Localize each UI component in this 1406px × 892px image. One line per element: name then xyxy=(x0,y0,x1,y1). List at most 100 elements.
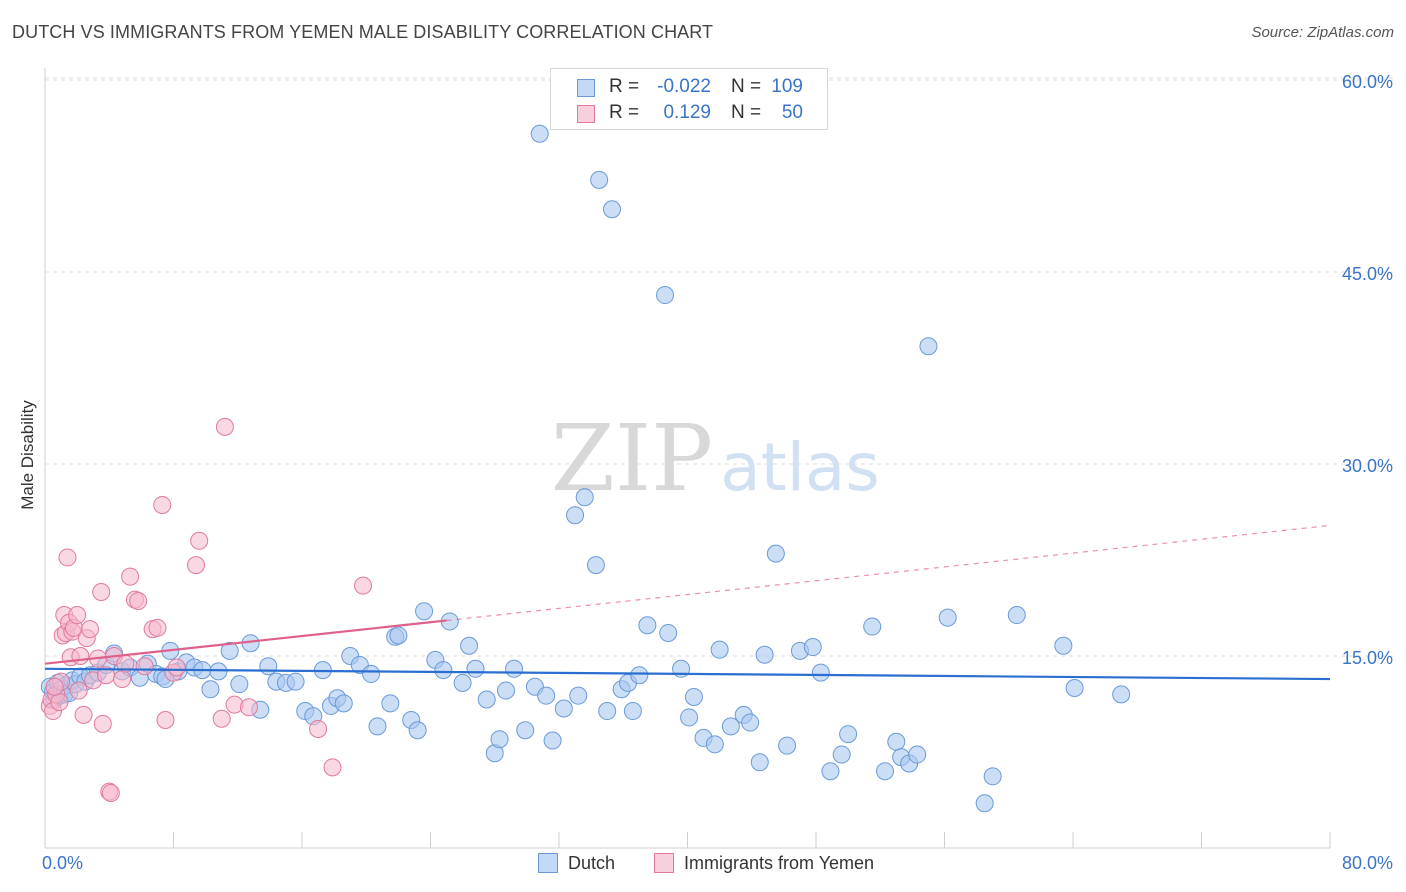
dutch-point xyxy=(286,672,305,691)
dutch-point xyxy=(490,730,509,749)
dutch-point xyxy=(220,641,239,660)
dutch-point xyxy=(839,725,858,744)
yemen-point xyxy=(135,657,154,676)
legend-row-dutch: R = -0.022 N = 109 xyxy=(551,75,827,101)
watermark: ZIP atlas xyxy=(551,405,880,512)
yemen-point xyxy=(323,758,342,777)
yemen-point xyxy=(101,783,120,802)
yemen-point xyxy=(148,618,167,637)
yemen-point xyxy=(309,719,328,738)
dutch-point xyxy=(408,721,427,740)
dutch-point xyxy=(908,745,927,764)
dutch-point xyxy=(516,721,535,740)
yemen-point xyxy=(45,677,64,696)
dutch-point xyxy=(630,666,649,685)
yemen-point xyxy=(50,693,69,712)
dutch-point xyxy=(983,767,1002,786)
y-tick-label: 45.0% xyxy=(1342,264,1393,284)
dutch-trend-line xyxy=(44,667,1331,681)
dutch-point xyxy=(543,731,562,750)
dutch-point xyxy=(741,713,760,732)
yemen-point xyxy=(58,548,77,567)
legend-n-value: 109 xyxy=(771,76,803,97)
dutch-point xyxy=(590,170,609,189)
dutch-point xyxy=(453,673,472,692)
yemen-point xyxy=(92,583,111,601)
yemen-points xyxy=(40,417,373,802)
yemen-point xyxy=(156,711,175,729)
dutch-point xyxy=(477,690,496,709)
source-label: Source: ZipAtlas.com xyxy=(1251,24,1394,41)
dutch-point xyxy=(259,657,278,676)
dutch-point xyxy=(778,736,797,755)
dutch-point xyxy=(598,702,617,721)
watermark-atlas: atlas xyxy=(720,429,880,506)
yemen-point xyxy=(190,531,209,550)
dutch-point xyxy=(1065,679,1084,697)
legend-r-label: R = xyxy=(609,102,640,123)
yemen-point xyxy=(80,620,99,639)
axes xyxy=(44,68,1331,849)
dutch-point xyxy=(603,200,622,219)
dutch-point xyxy=(415,602,434,621)
dutch-point xyxy=(209,662,228,681)
dutch-point xyxy=(1007,606,1026,625)
dutch-point xyxy=(887,732,906,751)
watermark-zip: ZIP xyxy=(551,405,713,512)
dutch-point xyxy=(832,745,851,764)
dutch-point xyxy=(368,717,387,736)
dutch-point xyxy=(554,699,573,718)
dutch-point xyxy=(766,544,785,563)
legend-r-value: 0.129 xyxy=(663,102,711,123)
dutch-point xyxy=(466,659,485,678)
x-tick-label-max: 80.0% xyxy=(1342,853,1393,873)
dutch-point xyxy=(530,124,549,143)
dutch-point xyxy=(381,694,400,713)
legend-swatch-yemen xyxy=(577,105,595,123)
dutch-point xyxy=(334,694,353,713)
dutch-point xyxy=(684,687,703,706)
dutch-point xyxy=(919,337,938,356)
dutch-point xyxy=(811,663,830,682)
dutch-point xyxy=(623,702,642,721)
yemen-point xyxy=(71,647,90,665)
bottom-legend-yemen[interactable]: Immigrants from Yemen xyxy=(654,852,914,876)
dutch-point xyxy=(362,664,381,683)
yemen-point xyxy=(212,709,231,728)
bottom-legend-dutch[interactable]: Dutch xyxy=(538,852,648,876)
y-tick-labels: 15.0% 30.0% 45.0% 60.0% xyxy=(1342,72,1393,668)
dutch-point xyxy=(750,753,769,772)
dutch-point xyxy=(505,659,524,678)
dutch-point xyxy=(569,686,588,705)
legend-n-value: 50 xyxy=(781,102,803,123)
yemen-point xyxy=(74,705,93,724)
dutch-point xyxy=(566,506,585,525)
legend-n-label: N = xyxy=(731,102,762,123)
yemen-point xyxy=(153,495,172,514)
yemen-point xyxy=(167,658,186,677)
dutch-point xyxy=(680,708,699,727)
dutch-point xyxy=(460,636,479,655)
dutch-point xyxy=(803,638,822,657)
dutch-point xyxy=(496,681,515,700)
dutch-point xyxy=(705,735,724,754)
dutch-point xyxy=(821,762,840,781)
yemen-legend-label: Immigrants from Yemen xyxy=(684,853,875,873)
yemen-swatch xyxy=(654,853,674,873)
yemen-point xyxy=(129,591,148,610)
dutch-point xyxy=(975,794,994,813)
yemen-point xyxy=(354,576,373,595)
dutch-point xyxy=(586,556,605,575)
x-tick-label-min: 0.0% xyxy=(42,853,83,873)
yemen-point xyxy=(239,698,258,717)
dutch-point xyxy=(710,640,729,659)
trend-lines xyxy=(44,524,1331,681)
yemen-point xyxy=(113,670,132,689)
y-tick-label: 30.0% xyxy=(1342,456,1393,476)
x-tick-labels: 0.0% 80.0% xyxy=(42,853,1393,873)
dutch-point xyxy=(938,608,957,627)
dutch-point xyxy=(755,645,774,664)
legend-row-yemen: R = 0.129 N = 50 xyxy=(551,101,827,127)
chart-title: DUTCH VS IMMIGRANTS FROM YEMEN MALE DISA… xyxy=(12,22,714,42)
